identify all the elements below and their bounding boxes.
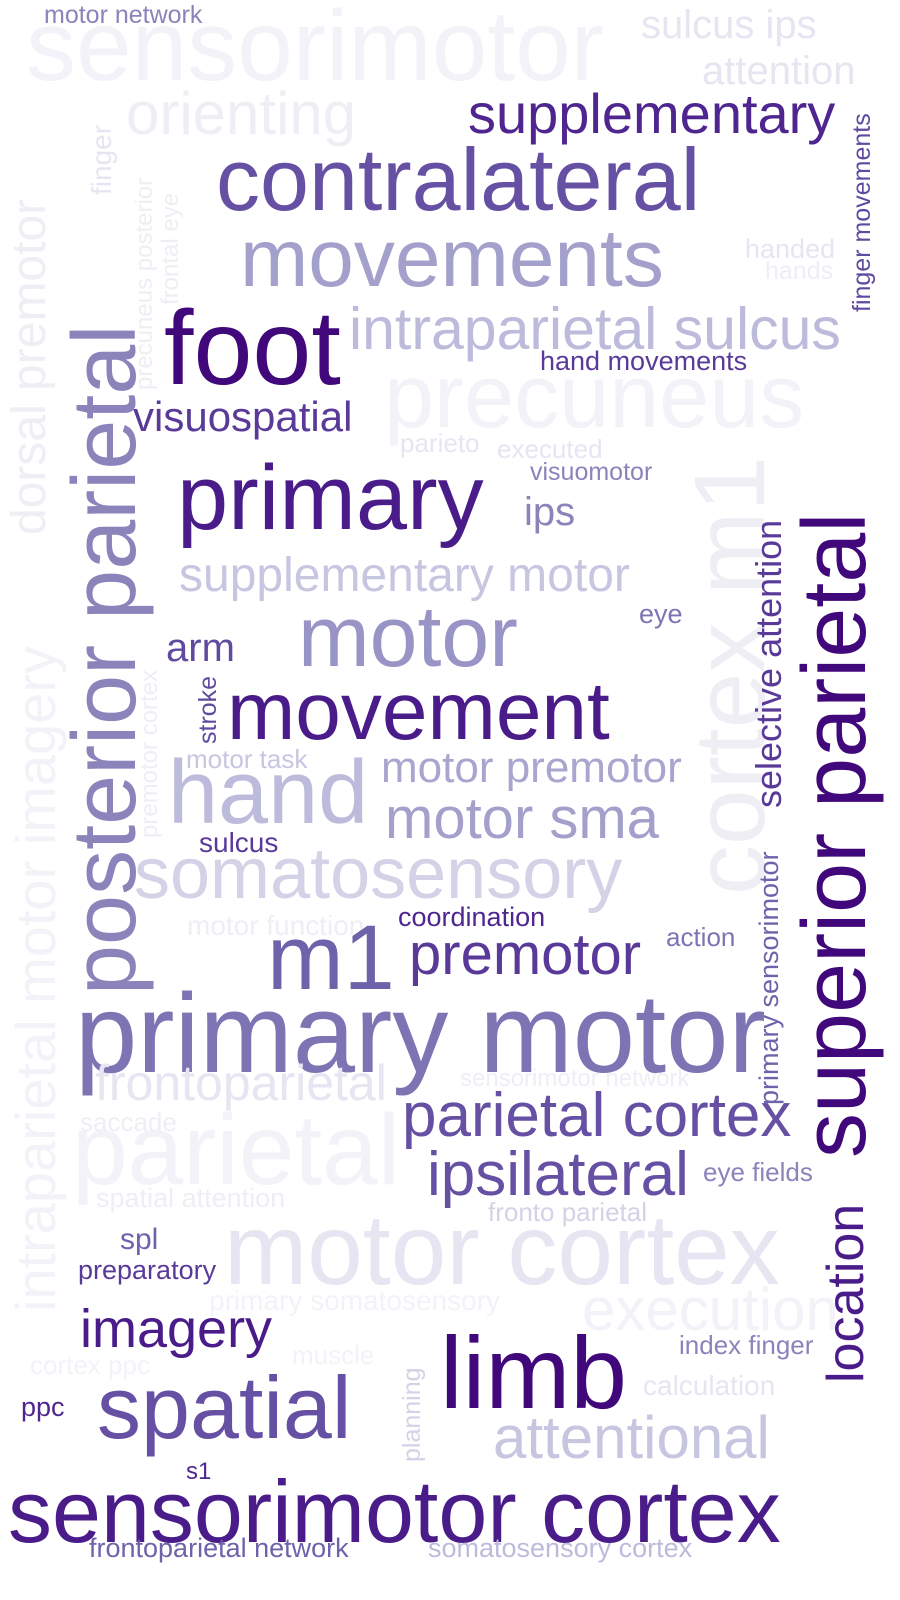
word-frontoparietal-network: frontoparietal network <box>89 1533 349 1563</box>
word-superior-parietal: superior parietal <box>785 512 885 1158</box>
word-motor-function: motor function <box>187 910 365 941</box>
word-primary-sensorimotor: primary sensorimotor <box>754 851 784 1105</box>
word-movement: movement <box>227 666 610 757</box>
word-executed: executed <box>497 434 603 464</box>
word-hands: hands <box>765 257 834 285</box>
word-sensorimotor-cortex: sensorimotor cortex <box>8 1462 781 1561</box>
word-attentional: attentional <box>493 1404 770 1471</box>
word-preparatory: preparatory <box>78 1255 217 1285</box>
word-saccade: saccade <box>80 1107 177 1137</box>
word-sensorimotor-network: sensorimotor network <box>460 1065 690 1092</box>
word-primary-somatosensory: primary somatosensory <box>209 1285 500 1316</box>
word-premotor: premotor <box>409 922 642 987</box>
word-attention: attention <box>702 49 856 93</box>
word-somatosensory-cortex: somatosensory cortex <box>428 1533 693 1563</box>
word-parietal: parietal <box>72 1094 400 1206</box>
word-fronto-parietal: fronto parietal <box>488 1197 647 1227</box>
word-handed: handed <box>745 234 836 264</box>
word-frontoparietal: frontoparietal <box>95 1055 387 1111</box>
word-motor-sma: motor sma <box>385 786 659 851</box>
word-m1: m1 <box>267 907 395 1009</box>
word-frontal-eye: frontal eye <box>157 192 184 305</box>
word-visuomotor: visuomotor <box>530 458 653 486</box>
word-primary: primary <box>177 447 484 549</box>
word-dorsal-premotor: dorsal premotor <box>3 198 56 535</box>
word-parieto: parieto <box>400 428 480 458</box>
word-sensorimotor: sensorimotor <box>26 0 604 102</box>
word-coordination: coordination <box>398 902 546 932</box>
word-cortex-ppc: cortex ppc <box>30 1350 150 1380</box>
word-visuospatial: visuospatial <box>133 393 353 440</box>
word-index-finger: index finger <box>679 1330 814 1360</box>
word-contralateral: contralateral <box>216 130 701 229</box>
word-execution: execution <box>582 1276 839 1343</box>
word-calculation: calculation <box>643 1370 776 1401</box>
word-spl: spl <box>120 1223 159 1256</box>
word-motor: motor <box>298 589 518 685</box>
word-ppc: ppc <box>21 1392 65 1422</box>
word-intraparietal-sulcus: intraparietal sulcus <box>349 296 841 362</box>
word-motor-task: motor task <box>186 744 308 774</box>
word-eye: eye <box>639 599 683 629</box>
word-supplementary-motor: supplementary motor <box>179 549 630 602</box>
word-sulcus: sulcus <box>199 827 279 858</box>
word-spatial-attention: spatial attention <box>96 1183 286 1213</box>
word-precuneus: precuneus <box>384 347 805 447</box>
word-muscle: muscle <box>292 1340 375 1370</box>
word-imagery: imagery <box>80 1299 273 1359</box>
word-s1: s1 <box>186 1458 212 1485</box>
word-motor-network: motor network <box>44 1 203 29</box>
word-limb: limb <box>440 1316 628 1430</box>
word-orienting: orienting <box>126 80 357 147</box>
word-foot: foot <box>164 289 341 407</box>
word-somatosensory: somatosensory <box>134 834 623 914</box>
word-hand-movements: hand movements <box>540 346 748 376</box>
word-action: action <box>666 922 736 952</box>
word-finger-movements: finger movements <box>848 113 876 312</box>
word-sulcus-ips: sulcus ips <box>641 3 817 47</box>
word-arm: arm <box>166 626 235 670</box>
word-movements: movements <box>240 213 664 304</box>
word-planning: planning <box>398 1367 426 1462</box>
word-ips: ips <box>524 490 576 534</box>
word-premotor-cortex: premotor cortex <box>136 669 163 838</box>
word-parietal-cortex: parietal cortex <box>402 1081 792 1150</box>
word-finger: finger <box>86 124 117 195</box>
word-eye-fields: eye fields <box>703 1157 813 1187</box>
word-motor-cortex: motor cortex <box>224 1194 780 1306</box>
word-stroke: stroke <box>194 675 222 744</box>
word-posterior-parietal: posterior parietal <box>55 324 155 995</box>
word-selective-attention: selective attention <box>748 519 789 808</box>
word-spatial: spatial <box>97 1358 352 1457</box>
word-location: location <box>817 1203 875 1383</box>
word-primary-motor: primary motor <box>75 971 766 1096</box>
word-ipsilateral: ipsilateral <box>427 1140 689 1209</box>
word-intraparietal-motor-imagery: intraparietal motor imagery <box>4 645 67 1312</box>
word-hand: hand <box>168 743 369 843</box>
word-motor-premotor: motor premotor <box>381 743 682 792</box>
word-supplementary: supplementary <box>468 82 836 145</box>
